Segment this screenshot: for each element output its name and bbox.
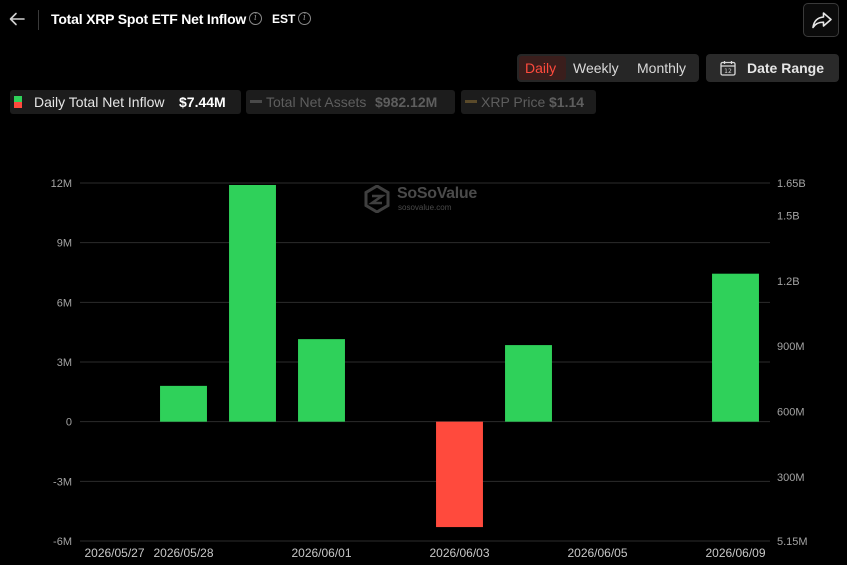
y2-tick-label: 1.65B [777, 178, 806, 190]
back-arrow-icon [9, 12, 25, 26]
line-legend-icon [465, 100, 477, 103]
x-tick-label: 2026/05/27 [84, 546, 144, 560]
x-tick-label: 2026/06/03 [429, 546, 489, 560]
x-tick-label: 2026/06/09 [705, 546, 765, 560]
divider [38, 10, 39, 30]
tab-daily[interactable]: Daily [525, 60, 557, 76]
y2-tick-label: 1.5B [777, 211, 800, 223]
bar-2026/06/09 [712, 273, 759, 422]
y2-tick-label: 600M [777, 407, 805, 419]
x-tick-label: 2026/06/05 [567, 546, 627, 560]
date-range-button[interactable]: 12 Date Range [706, 54, 839, 82]
watermark-name: SoSoValue [397, 185, 477, 202]
legend-value: $7.44M [179, 94, 226, 110]
legend-daily-net-inflow[interactable]: Daily Total Net Inflow $7.44M [10, 90, 241, 114]
y-tick-label: 6M [57, 297, 72, 309]
y2-tick-label: 300M [777, 472, 805, 484]
svg-text:12: 12 [724, 68, 732, 75]
y-tick-label: -3M [53, 476, 72, 488]
legend-label: Daily Total Net Inflow [34, 94, 165, 110]
bar-2026/06/03 [436, 421, 483, 528]
back-button[interactable] [6, 8, 28, 30]
legend-label: XRP Price [481, 94, 546, 110]
share-button[interactable] [803, 3, 839, 37]
header-bar: Total XRP Spot ETF Net Inflow i EST i [0, 0, 847, 40]
timezone-info-icon[interactable]: i [298, 12, 311, 25]
y-tick-label: 0 [66, 417, 72, 429]
period-selector: Daily Weekly Monthly [517, 54, 699, 82]
x-tick-label: 2026/06/01 [291, 546, 351, 560]
legend-xrp-price[interactable]: XRP Price $1.14 [461, 90, 596, 114]
y-tick-label: 9M [57, 238, 72, 250]
date-range-label: Date Range [747, 60, 825, 76]
x-tick-label: 2026/05/28 [153, 546, 213, 560]
legend-total-net-assets[interactable]: Total Net Assets $982.12M [246, 90, 455, 114]
y-tick-label: 12M [51, 178, 72, 190]
tab-weekly[interactable]: Weekly [573, 60, 619, 76]
sosovalue-logo-icon [364, 184, 390, 214]
legend-value: $982.12M [375, 94, 438, 110]
y2-tick-label: 1.2B [777, 276, 800, 288]
bar-2026/05/29 [229, 184, 276, 422]
timezone-label: EST [272, 12, 296, 26]
active-tab-highlight [519, 56, 566, 80]
legend-label: Total Net Assets [266, 94, 367, 110]
tab-monthly[interactable]: Monthly [637, 60, 687, 76]
page-title: Total XRP Spot ETF Net Inflow [51, 11, 247, 27]
bar-2026/05/28 [160, 385, 207, 422]
watermark-site: sosovalue.com [398, 203, 452, 212]
y2-tick-label: 5.15M [777, 536, 808, 548]
bar-legend-icon [14, 96, 22, 108]
bar-2026/06/04 [505, 345, 552, 422]
y-tick-label: -6M [53, 536, 72, 548]
line-legend-icon [250, 100, 262, 103]
calendar-icon: 12 [720, 61, 736, 76]
y-tick-label: 3M [57, 357, 72, 369]
info-icon[interactable]: i [249, 12, 262, 25]
bar-2026/06/01 [298, 339, 345, 422]
watermark: SoSoValue sosovalue.com [364, 184, 477, 218]
share-icon [812, 12, 832, 29]
legend-value: $1.14 [549, 94, 585, 110]
y2-tick-label: 900M [777, 341, 805, 353]
